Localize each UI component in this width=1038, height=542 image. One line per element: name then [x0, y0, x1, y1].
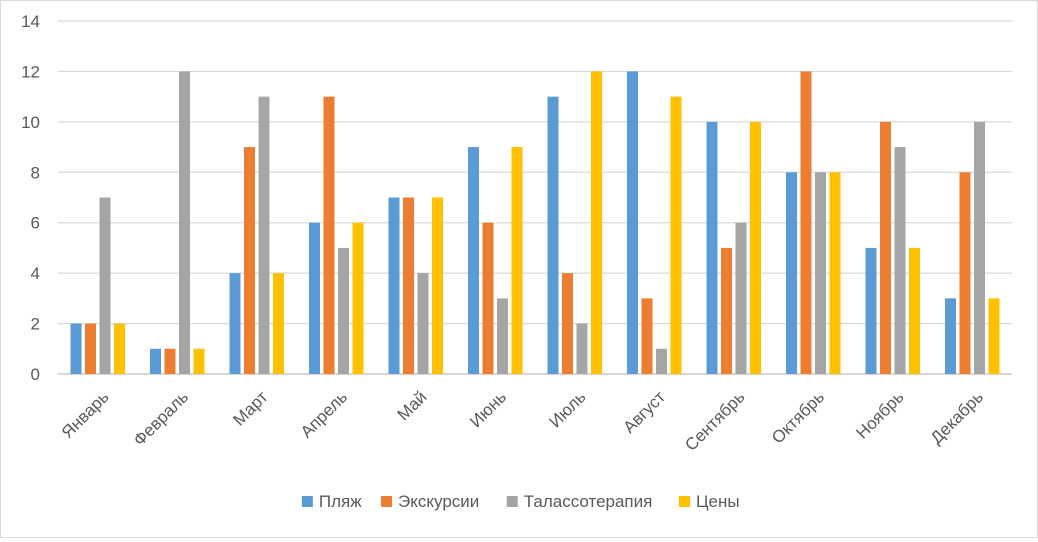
x-tick-label: Май — [394, 387, 431, 424]
x-tick-label: Март — [229, 387, 271, 429]
bar-Цены-Октябрь — [829, 172, 841, 374]
legend-label: Талассотерапия — [524, 492, 653, 511]
bar-Цены-Февраль — [193, 348, 205, 374]
legend-label: Экскурсии — [398, 492, 479, 511]
bar-Экскурсии-Январь — [85, 323, 96, 374]
bar-Экскурсии-Июль — [562, 273, 573, 374]
bar-Пляж-Март — [229, 273, 241, 374]
bar-Экскурсии-Апрель — [323, 96, 335, 375]
bar-Экскурсии-Март — [244, 147, 255, 374]
bar-Цены-Декабрь — [988, 298, 1000, 374]
legend-swatch-Экскурсии — [381, 496, 393, 507]
bar-Цены-Ноябрь — [909, 247, 920, 374]
bar-Пляж-Июнь — [468, 147, 479, 374]
y-tick-label: 0 — [31, 365, 40, 384]
x-tick-label: Июнь — [466, 387, 510, 431]
bar-Цены-Январь — [114, 323, 125, 374]
legend-swatch-Пляж — [301, 496, 313, 507]
x-tick-label: Октябрь — [768, 387, 828, 447]
gridlines — [58, 20, 1012, 375]
bar-Талассотерапия-Ноябрь — [894, 147, 906, 374]
bar-Экскурсии-Октябрь — [800, 71, 812, 374]
bar-Талассотерапия-Январь — [99, 197, 111, 374]
bar-Талассотерапия-Август — [656, 348, 667, 374]
legend-swatch-Цены — [678, 496, 690, 507]
y-tick-label: 8 — [31, 163, 40, 182]
bar-Пляж-Август — [627, 71, 638, 374]
bars — [70, 71, 1000, 375]
bar-Талассотерапия-Октябрь — [815, 172, 826, 374]
x-tick-label: Февраль — [130, 387, 192, 449]
bar-Цены-Март — [273, 273, 284, 374]
bar-Цены-Сентябрь — [750, 121, 761, 374]
x-tick-label: Январь — [58, 387, 113, 442]
bar-Цены-Август — [670, 96, 682, 375]
bar-Пляж-Октябрь — [786, 172, 797, 374]
bar-Талассотерапия-Февраль — [179, 71, 190, 374]
bar-Экскурсии-Сентябрь — [721, 247, 732, 374]
bar-Талассотерапия-Май — [417, 273, 429, 374]
bar-Цены-Июнь — [511, 147, 523, 374]
bar-Пляж-Декабрь — [945, 298, 956, 374]
bar-Пляж-Январь — [70, 323, 82, 374]
bar-Экскурсии-Ноябрь — [880, 121, 891, 374]
y-tick-label: 6 — [31, 214, 40, 233]
x-tick-label: Август — [619, 387, 669, 437]
bar-Пляж-Май — [388, 197, 400, 374]
bar-Экскурсии-Август — [641, 298, 653, 374]
x-tick-label: Апрель — [297, 387, 351, 441]
bar-Экскурсии-Декабрь — [959, 172, 971, 374]
x-tick-label: Ноябрь — [852, 387, 907, 442]
legend-label: Пляж — [319, 492, 362, 511]
bar-Цены-Май — [432, 197, 443, 374]
y-tick-label: 14 — [21, 12, 40, 31]
bar-Талассотерапия-Июнь — [497, 298, 508, 374]
legend: Пляж Экскурсии Талассотерапия Цены — [301, 492, 740, 511]
bar-Пляж-Апрель — [309, 222, 320, 374]
bar-Экскурсии-Февраль — [164, 348, 176, 374]
bar-Талассотерапия-Апрель — [338, 247, 349, 374]
legend-label: Цены — [696, 492, 740, 511]
y-tick-label: 2 — [31, 315, 40, 334]
bar-Экскурсии-Май — [403, 197, 414, 374]
bar-Талассотерапия-Декабрь — [974, 121, 985, 374]
legend-swatch-Талассотерапия — [506, 496, 518, 507]
bar-Экскурсии-Июнь — [482, 222, 494, 374]
y-tick-label: 12 — [21, 62, 40, 81]
bar-Цены-Апрель — [352, 222, 364, 374]
x-axis-ticks: Январь Февраль Март Апрель Май Июнь Июль Август… — [58, 387, 987, 454]
x-tick-label: Сентябрь — [681, 387, 748, 454]
bar-Пляж-Февраль — [150, 348, 161, 374]
y-axis-ticks: 0 2 4 6 8 10 12 14 — [21, 12, 40, 384]
bar-Пляж-Сентябрь — [706, 121, 718, 374]
x-tick-label: Декабрь — [927, 387, 987, 447]
bar-Пляж-Июль — [547, 96, 559, 375]
bar-Пляж-Ноябрь — [865, 247, 877, 374]
x-tick-label: Июль — [545, 387, 589, 431]
bar-Цены-Июль — [591, 71, 602, 374]
bar-Талассотерапия-Март — [258, 96, 270, 375]
y-tick-label: 4 — [31, 264, 40, 283]
bar-Талассотерапия-Сентябрь — [735, 222, 747, 374]
y-tick-label: 10 — [21, 113, 40, 132]
bar-Талассотерапия-Июль — [576, 323, 588, 374]
